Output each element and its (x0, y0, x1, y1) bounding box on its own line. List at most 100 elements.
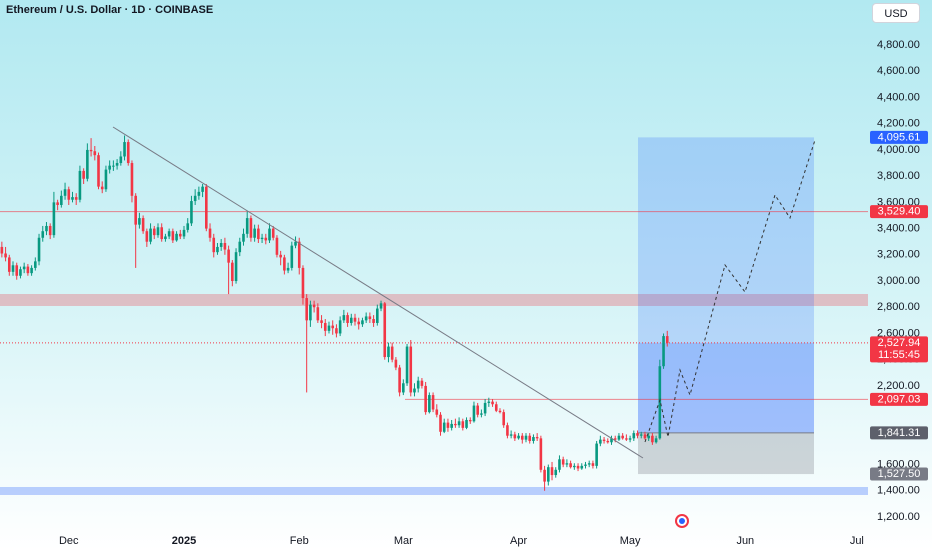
candle-body (587, 463, 591, 465)
candle-body (535, 437, 539, 439)
candle-body (327, 325, 331, 331)
y-tick-label: 2,200.00 (877, 380, 920, 392)
candle-body (606, 440, 610, 443)
candle-body (602, 439, 606, 441)
candle-body (63, 189, 67, 196)
candle-body (625, 438, 628, 440)
candle-body (52, 202, 56, 236)
candle-body (454, 423, 457, 426)
y-tick-label: 1,600.00 (877, 458, 920, 470)
candle-body (346, 315, 349, 323)
candle-body (223, 243, 227, 250)
candle-body (205, 186, 208, 229)
candle-body (599, 439, 602, 444)
candle-body (197, 191, 201, 196)
candle-body (450, 423, 453, 428)
candle-body (387, 346, 390, 358)
candle-body (34, 261, 37, 268)
candle-body (487, 401, 491, 403)
candle-body (178, 233, 182, 237)
price-line-tag: 2,097.03 (878, 393, 921, 405)
candle-body (506, 425, 509, 436)
candle-body (413, 388, 416, 393)
candle-body (476, 405, 479, 415)
candle-body (405, 346, 409, 384)
candle-body (379, 303, 383, 309)
candle-body (416, 380, 420, 389)
candle-body (483, 402, 487, 414)
candle-body (491, 401, 494, 405)
candle-body (591, 463, 595, 466)
candle-body (219, 243, 223, 247)
support-zone (0, 487, 868, 495)
candle-body (134, 195, 137, 225)
candle-body (580, 465, 584, 469)
candle-body (56, 202, 59, 205)
candle-body (513, 434, 517, 439)
candle-body (543, 469, 546, 482)
candle-body (617, 435, 621, 440)
candle-body (517, 435, 520, 439)
candle-body (335, 328, 338, 334)
candle-body (108, 165, 111, 170)
last-price-tag-bg (870, 336, 928, 363)
candle-body (561, 459, 565, 465)
candle-body (628, 438, 632, 440)
candle-body (37, 237, 41, 262)
candle-body (524, 435, 528, 440)
y-tick-label: 2,800.00 (877, 301, 920, 313)
candle-body (316, 307, 320, 321)
candle-body (112, 165, 115, 167)
candle-body (231, 262, 234, 282)
x-tick-label: Dec (59, 535, 79, 547)
candle-body (610, 438, 613, 443)
candle-body (290, 245, 294, 268)
trend-line (112, 126, 644, 459)
candle-body (89, 149, 93, 152)
candle-body (398, 367, 401, 393)
candle-body (480, 413, 483, 415)
candle-body (182, 229, 186, 237)
candle-body (394, 359, 398, 368)
candle-body (654, 438, 658, 443)
candle-body (138, 218, 141, 225)
candle-body (271, 228, 275, 238)
candle-body (22, 266, 26, 270)
price-line-tag-bg (870, 205, 928, 219)
candle-body (621, 435, 624, 439)
candle-body (245, 218, 249, 234)
candle-body (257, 228, 260, 240)
candle-body (409, 346, 413, 393)
candle-body (349, 317, 353, 323)
currency-button[interactable]: USD (872, 3, 920, 23)
y-tick-label: 3,400.00 (877, 222, 920, 234)
candle-body (216, 246, 219, 253)
candle-body (584, 464, 587, 466)
position-tag-bg (870, 467, 928, 481)
candle-body (260, 237, 264, 240)
candle-body (301, 267, 305, 299)
candle-body (502, 412, 506, 426)
candle-body (201, 186, 204, 192)
candle-body (665, 336, 669, 343)
candle-body (126, 142, 130, 164)
candle-body (357, 321, 361, 325)
candle-body (547, 467, 550, 482)
x-tick-label: 2025 (172, 535, 196, 547)
candle-body (249, 218, 253, 238)
candle-body (48, 225, 52, 236)
candle-body (283, 257, 286, 271)
candle-body (275, 237, 279, 255)
candle-body (238, 241, 242, 253)
candle-body (171, 231, 175, 241)
y-tick-label: 2,600.00 (877, 327, 920, 339)
y-tick-label: 3,200.00 (877, 249, 920, 261)
candle-body (4, 253, 7, 258)
candle-body (186, 223, 190, 230)
candle-body (100, 186, 104, 190)
candle-body (7, 257, 11, 272)
profit-progress (638, 342, 814, 433)
candle-body (286, 267, 290, 271)
candle-body (658, 366, 662, 439)
x-tick-label: Feb (290, 535, 309, 547)
